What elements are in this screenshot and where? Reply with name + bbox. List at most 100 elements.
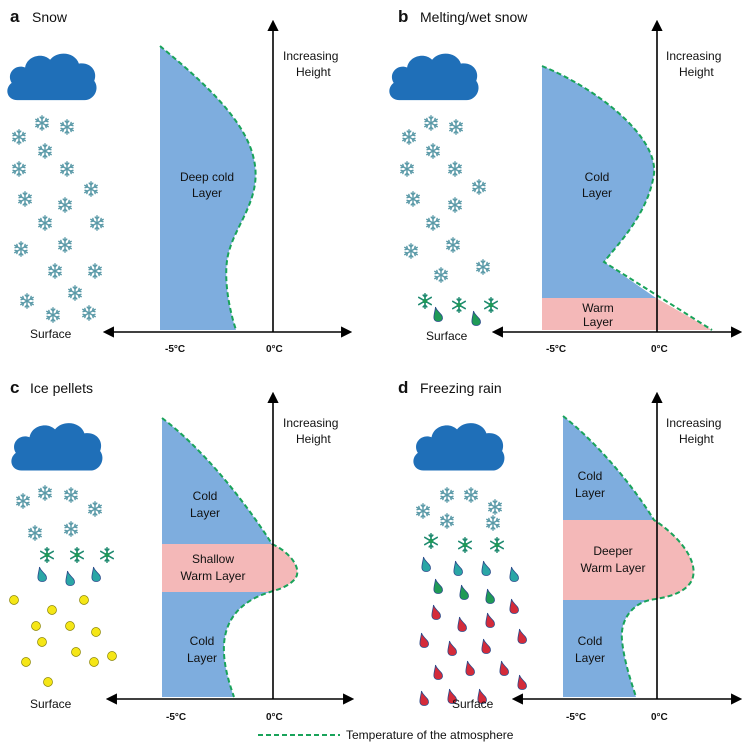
layer-label: Deep cold bbox=[180, 170, 234, 184]
wet-snowflake-icon bbox=[69, 546, 85, 564]
layer-label: Layer bbox=[575, 651, 605, 665]
snowflake-icon bbox=[16, 493, 30, 509]
snowflake-icon bbox=[64, 521, 78, 537]
temperature-line bbox=[541, 65, 713, 331]
wet-snowflake-icon bbox=[489, 536, 505, 554]
snowflake-icon bbox=[60, 119, 74, 135]
snowflake-icon bbox=[46, 307, 60, 323]
panel-title: Ice pellets bbox=[30, 380, 93, 396]
axis-label-line1: Increasing bbox=[666, 416, 721, 430]
cold-layer bbox=[542, 66, 656, 298]
raindrop-icon bbox=[419, 690, 429, 706]
ice-pellet-icon bbox=[9, 595, 19, 605]
snowflake-icon bbox=[476, 259, 490, 275]
snowflake-icon bbox=[12, 161, 26, 177]
layer-label: Cold bbox=[578, 634, 603, 648]
raindrop-icon bbox=[419, 632, 429, 648]
ice-pellet-icon bbox=[71, 647, 81, 657]
tick-cold: -5°C bbox=[546, 344, 566, 355]
raindrop-icon bbox=[471, 310, 481, 326]
cold-layer bbox=[162, 592, 270, 697]
axis-label-line1: Increasing bbox=[666, 49, 721, 63]
snowflake-icon bbox=[90, 215, 104, 231]
snowflake-icon bbox=[64, 487, 78, 503]
snowflake-icon bbox=[424, 115, 438, 131]
snowflake-icon bbox=[406, 191, 420, 207]
tick-zero: 0°C bbox=[651, 712, 668, 723]
surface-label: Surface bbox=[452, 697, 494, 711]
warm-layer bbox=[542, 298, 712, 330]
wet-snowflake-icon bbox=[99, 546, 115, 564]
snowflake-icon bbox=[14, 241, 28, 257]
raindrop-icon bbox=[509, 598, 519, 614]
tick-cold: -5°C bbox=[165, 344, 185, 355]
axis-label-line2: Height bbox=[679, 65, 714, 79]
temperature-line bbox=[159, 45, 257, 331]
axis-label-line1: Increasing bbox=[283, 49, 338, 63]
cold-layer bbox=[563, 416, 654, 520]
cloud-icon bbox=[413, 423, 505, 471]
surface-label: Surface bbox=[426, 329, 468, 343]
raindrop-icon bbox=[459, 584, 469, 600]
axis-label-line1: Increasing bbox=[283, 416, 338, 430]
raindrop-icon bbox=[485, 588, 495, 604]
layer-label: Warm Layer bbox=[181, 569, 246, 583]
snowflake-icon bbox=[472, 179, 486, 195]
cloud-icon bbox=[389, 53, 479, 101]
snowflake-icon bbox=[12, 129, 26, 145]
panel-title: Melting/wet snow bbox=[420, 9, 528, 25]
raindrop-icon bbox=[91, 566, 101, 582]
panel-letter: b bbox=[398, 7, 408, 26]
snowflake-icon bbox=[416, 503, 430, 519]
temperature-line bbox=[562, 415, 695, 698]
snowflake-icon bbox=[486, 515, 500, 531]
layer-label: Layer bbox=[575, 486, 605, 500]
snowflake-icon bbox=[38, 215, 52, 231]
precipitation-freezing-rain bbox=[416, 487, 527, 706]
axis-label-line2: Height bbox=[296, 65, 331, 79]
panel-d: d Freezing rain bbox=[398, 378, 743, 723]
raindrop-icon bbox=[485, 612, 495, 628]
surface-label: Surface bbox=[30, 327, 72, 341]
snowflake-icon bbox=[84, 181, 98, 197]
ice-pellet-icon bbox=[89, 657, 99, 667]
ice-pellet-icon bbox=[21, 657, 31, 667]
raindrop-icon bbox=[517, 628, 527, 644]
snowflake-icon bbox=[88, 501, 102, 517]
raindrop-icon bbox=[457, 616, 467, 632]
layer-label: Shallow bbox=[192, 552, 234, 566]
raindrop-icon bbox=[37, 566, 47, 582]
raindrop-icon bbox=[421, 556, 431, 572]
tick-zero: 0°C bbox=[651, 344, 668, 355]
snowflake-icon bbox=[402, 129, 416, 145]
layer-label: Layer bbox=[582, 186, 612, 200]
layer-label: Layer bbox=[187, 651, 217, 665]
surface-label: Surface bbox=[30, 697, 72, 711]
snowflake-icon bbox=[68, 285, 82, 301]
warm-layer bbox=[162, 544, 298, 592]
snowflake-icon bbox=[449, 119, 463, 135]
snowflake-icon bbox=[28, 525, 42, 541]
raindrop-icon bbox=[509, 566, 519, 582]
snowflake-icon bbox=[434, 267, 448, 283]
wet-snowflake-icon bbox=[417, 292, 433, 310]
snowflake-icon bbox=[60, 161, 74, 177]
precipitation-ice-pellets bbox=[9, 485, 117, 687]
ice-pellet-icon bbox=[79, 595, 89, 605]
snowflake-icon bbox=[58, 237, 72, 253]
snowflake-icon bbox=[448, 161, 462, 177]
layer-label: Warm Layer bbox=[581, 561, 646, 575]
tick-zero: 0°C bbox=[266, 712, 283, 723]
snowflake-icon bbox=[88, 263, 102, 279]
snowflake-icon bbox=[426, 143, 440, 159]
snowflake-icon bbox=[426, 215, 440, 231]
wet-snowflake-icon bbox=[483, 296, 499, 314]
panel-c: c Ice pellets bbox=[9, 378, 355, 723]
raindrop-icon bbox=[465, 660, 475, 676]
ice-pellet-icon bbox=[107, 651, 117, 661]
layer-label: Cold bbox=[585, 170, 610, 184]
raindrop-icon bbox=[65, 570, 75, 586]
raindrop-icon bbox=[433, 306, 443, 322]
snowflake-icon bbox=[38, 485, 52, 501]
raindrop-icon bbox=[431, 604, 441, 620]
